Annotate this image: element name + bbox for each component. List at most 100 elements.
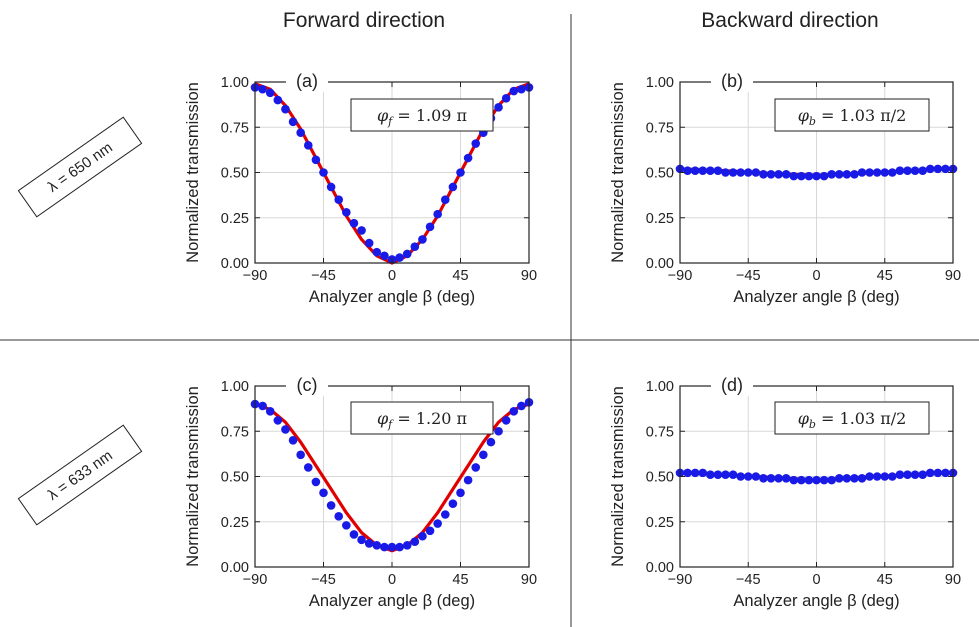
chart-panel-0: −90 −45 0 45 90 0.00 0.25 0.50 0.75 1.00 Analyzer … — [184, 68, 537, 306]
data-point — [456, 488, 465, 498]
data-point — [933, 164, 943, 174]
data-point — [509, 86, 519, 96]
annotation-formula: φb = 1.03 π/2 — [798, 106, 907, 128]
data-point — [494, 426, 503, 436]
data-point — [448, 499, 458, 508]
x-tick-label: 90 — [521, 572, 537, 588]
x-tick-label: −45 — [311, 572, 336, 588]
panel-label-bg — [286, 68, 328, 92]
x-tick-label: 0 — [812, 572, 820, 588]
data-point — [812, 171, 821, 181]
data-point — [387, 542, 397, 552]
data-point — [834, 474, 844, 483]
annotation-box — [774, 401, 930, 435]
data-point — [690, 468, 700, 478]
annotation-formula: φb = 1.03 π/2 — [798, 409, 907, 431]
x-tick-label: −90 — [668, 268, 693, 284]
data-point — [281, 104, 290, 114]
data-point — [372, 540, 382, 550]
data-point — [706, 166, 715, 175]
row-label-633: λ = 633 nm — [17, 424, 143, 526]
y-tick-label: 0.25 — [221, 211, 249, 227]
annotation-subscript: b — [809, 418, 816, 431]
data-point — [865, 472, 874, 481]
y-tick-label: 0.00 — [221, 256, 249, 272]
x-tick-label: −45 — [311, 268, 336, 284]
data-point — [872, 168, 882, 177]
data-point — [418, 235, 427, 244]
y-tick-label: 0.00 — [646, 256, 674, 272]
annotation-box — [774, 98, 930, 132]
y-tick-label: 1.00 — [221, 379, 249, 395]
data-point — [273, 416, 283, 425]
data-point — [850, 474, 859, 483]
data-point — [471, 463, 481, 472]
data-point — [941, 468, 950, 478]
data-point — [349, 218, 359, 228]
annotation-subscript: b — [809, 115, 816, 128]
chart-panel-3: −90 −45 0 45 90 0.00 0.25 0.50 0.75 1.00 Analyzer … — [609, 372, 961, 610]
annotation-subscript: f — [387, 418, 394, 431]
data-point — [819, 171, 829, 181]
panel-label: (d) — [721, 375, 743, 395]
y-tick-label: 0.25 — [221, 515, 249, 531]
data-point — [910, 166, 920, 175]
x-tick-label: −45 — [736, 268, 761, 284]
data-point — [713, 470, 723, 479]
annotation-box — [350, 98, 494, 132]
data-point — [781, 170, 791, 179]
data-point — [349, 530, 359, 539]
chart-panel-1: −90 −45 0 45 90 0.00 0.25 0.50 0.75 1.00 Analyzer … — [609, 68, 961, 306]
data-point — [334, 195, 344, 204]
y-tick-label: 1.00 — [221, 75, 249, 91]
data-point — [683, 166, 692, 175]
data-point — [865, 168, 874, 177]
data-point — [918, 166, 927, 175]
panel-label-bg — [711, 68, 753, 92]
data-point — [759, 170, 768, 179]
data-point — [509, 407, 519, 416]
y-tick-label: 0.25 — [646, 211, 674, 227]
data-point — [463, 153, 473, 163]
data-point — [857, 474, 867, 483]
y-tick-label: 0.50 — [221, 166, 249, 182]
y-axis-label: Normalized transmission — [184, 82, 202, 263]
data-point — [402, 540, 412, 550]
data-point — [804, 171, 814, 181]
data-point — [736, 168, 745, 177]
data-point — [721, 470, 730, 479]
data-point — [690, 166, 700, 175]
data-point — [751, 472, 761, 481]
annotation-symbol: φ — [798, 409, 810, 428]
data-point — [751, 168, 761, 177]
y-tick-label: 0.50 — [221, 470, 249, 486]
annotation-value: = 1.03 π/2 — [816, 409, 906, 428]
data-point — [797, 475, 806, 485]
data-point — [303, 463, 313, 472]
data-point — [258, 401, 267, 411]
column-title-forward: Forward direction — [283, 9, 445, 32]
data-point — [501, 416, 511, 425]
data-point — [425, 526, 435, 536]
data-point — [326, 182, 336, 192]
data-point — [895, 166, 905, 175]
panel-label-bg — [711, 372, 753, 396]
data-point — [683, 468, 692, 478]
data-point — [433, 209, 442, 219]
data-point — [418, 531, 427, 541]
row-label-650: λ = 650 nm — [17, 116, 143, 218]
annotation-value: = 1.03 π/2 — [816, 106, 906, 125]
data-point — [433, 519, 442, 528]
data-point — [857, 168, 867, 177]
data-point — [880, 168, 890, 177]
data-point — [395, 542, 404, 552]
data-point — [713, 166, 723, 175]
data-point — [728, 168, 738, 177]
y-tick-label: 1.00 — [646, 379, 674, 395]
data-point — [517, 401, 526, 411]
data-point — [743, 168, 753, 177]
y-axis-label: Normalized transmission — [609, 82, 627, 263]
data-point — [425, 222, 435, 232]
annotation-subscript: f — [387, 115, 394, 128]
